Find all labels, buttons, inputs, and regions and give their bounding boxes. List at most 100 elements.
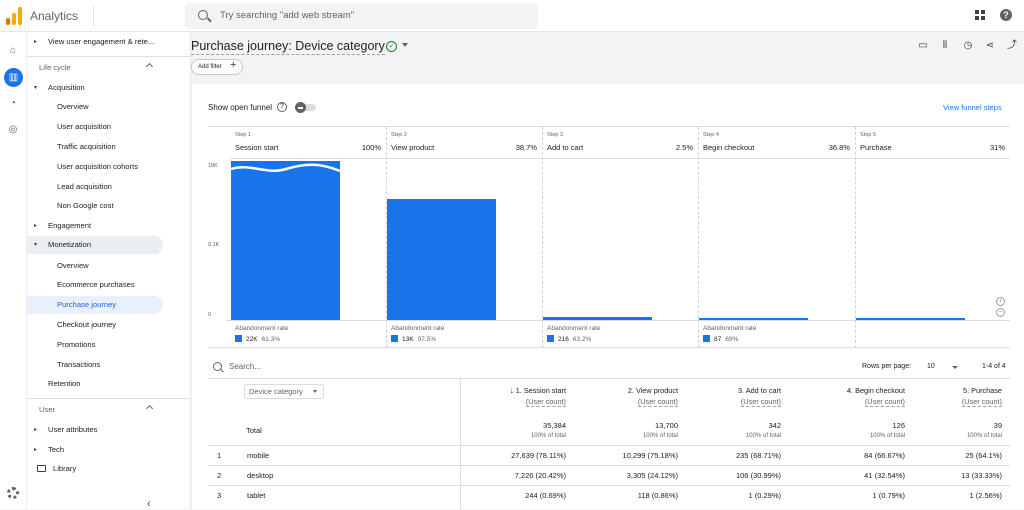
lifecycle-section-header[interactable]: Life cycle	[27, 58, 163, 78]
explore-icon[interactable]: ◔	[9, 98, 17, 109]
dimension-selector[interactable]: Device category	[244, 384, 324, 399]
metric-header-5[interactable]: 5. Purchase (User count)	[961, 386, 1002, 407]
expand-arrow-icon: ▸	[34, 223, 38, 229]
metric-header-2[interactable]: 2. View product (User count)	[628, 386, 678, 407]
sidebar-item-transactions[interactable]: Transactions	[27, 356, 163, 374]
sidebar-item-non-google-cost[interactable]: Non Google cost	[27, 197, 163, 215]
funnel-bar[interactable]	[543, 316, 652, 320]
user-section-header[interactable]: User	[27, 400, 163, 420]
table-row[interactable]: 1 mobile 27,639 (78.11%) 10,299 (75.18%) 235…	[208, 445, 1010, 465]
funnel-bar[interactable]	[387, 198, 496, 320]
sidebar-item-user-attributes[interactable]: ▸ User attributes	[27, 421, 163, 439]
rows-per-page-select[interactable]: 10	[927, 363, 935, 370]
view-funnel-steps-link[interactable]: View funnel steps	[943, 103, 1002, 112]
row-cell: 27,639 (78.11%)	[511, 451, 566, 460]
sidebar-item-label: User acquisition cohorts	[57, 162, 139, 171]
sidebar-item-tech[interactable]: ▸ Tech	[27, 441, 163, 459]
step-percent: 2.5%	[675, 143, 693, 152]
help-circle-icon[interactable]: ?	[277, 102, 287, 112]
sidebar-item-label: Non Google cost	[57, 201, 114, 210]
funnel-step-2[interactable]: Step 2 View product 38.7% Abandonment rate 1…	[386, 127, 542, 348]
title-dropdown-caret-icon[interactable]	[402, 43, 408, 47]
metric-subheader: (User count)	[961, 397, 1002, 407]
sidebar-item-retention[interactable]: Retention	[27, 375, 163, 393]
sidebar-item-label: Overview	[57, 102, 89, 111]
row-cell: 106 (30.99%)	[735, 471, 781, 480]
global-search-box[interactable]: Try searching "add web stream"	[185, 3, 538, 29]
sidebar-item-purchase-journey[interactable]: Purchase journey	[27, 296, 163, 314]
sidebar-item-acquisition[interactable]: ▾ Acquisition	[27, 79, 163, 97]
sidebar-item-monetization[interactable]: ▾ Monetization	[27, 236, 163, 254]
search-placeholder[interactable]: Try searching "add web stream"	[220, 10, 355, 21]
zoom-in-icon[interactable]: +	[996, 297, 1005, 306]
abandonment-values: 13K 97.5%	[391, 335, 436, 343]
step-separator	[386, 127, 387, 348]
sidebar-item-user-engagement[interactable]: ▸ View user engagement & rete...	[27, 33, 163, 51]
row-cell: 41 (32.54%)	[864, 471, 905, 480]
home-icon[interactable]: ⌂	[9, 45, 17, 56]
sidebar-item-promotions[interactable]: Promotions	[27, 336, 163, 354]
sidebar-divider	[27, 56, 191, 57]
plus-icon: +	[230, 59, 237, 71]
apps-grid-icon[interactable]	[975, 10, 985, 20]
total-value: 35,384 100% of total	[531, 421, 566, 439]
help-icon[interactable]: ?	[1000, 9, 1012, 21]
trend-icon[interactable]: ⤴	[1007, 40, 1017, 51]
sidebar-item-traffic-acquisition[interactable]: Traffic acquisition	[27, 138, 163, 156]
collapse-sidebar-icon[interactable]: ‹	[147, 498, 151, 510]
table-row[interactable]: 2 desktop 7,226 (20.42%) 3,305 (24.12%) 106 …	[208, 465, 1010, 485]
metric-header-4[interactable]: 4. Begin checkout (User count)	[847, 386, 905, 407]
insights-icon[interactable]: ◷	[963, 40, 973, 51]
sidebar-item-ecommerce-purchases[interactable]: Ecommerce purchases	[27, 276, 163, 294]
step-header-rule	[855, 158, 1010, 159]
funnel-step-3[interactable]: Step 3 Add to cart 2.5% Abandonment rate 216…	[542, 127, 698, 348]
funnel-bar[interactable]	[856, 318, 965, 320]
table-row[interactable]: 3 tablet 244 (0.69%) 118 (0.86%) 1 (0.29%) 1 …	[208, 485, 1010, 505]
funnel-step-4[interactable]: Step 4 Begin checkout 36.8% Abandonment rat…	[698, 127, 855, 348]
table-search-input[interactable]: Search...	[229, 362, 262, 371]
step-percent: 38.7%	[515, 143, 537, 152]
analytics-logo-icon[interactable]	[6, 7, 22, 25]
sidebar-item-acquisition-cohorts[interactable]: User acquisition cohorts	[27, 158, 163, 176]
abandon-rate: 97.5%	[417, 336, 437, 343]
compare-icon[interactable]: ⫴	[942, 40, 948, 51]
row-cell: 13 (33.33%)	[961, 471, 1002, 480]
pagination-range: 1-4 of 4	[982, 363, 1006, 370]
sidebar-item-library[interactable]: Library	[27, 460, 163, 478]
zoom-out-icon[interactable]: −	[996, 308, 1005, 317]
reports-icon[interactable]: ▥	[4, 68, 23, 87]
edit-report-icon[interactable]: ▭	[918, 40, 928, 51]
sort-down-arrow-icon[interactable]: ↓	[509, 386, 514, 395]
reports-sidebar: ▸ View user engagement & rete... Life cy…	[27, 32, 191, 510]
sidebar-item-mon-overview[interactable]: Overview	[27, 257, 163, 275]
metric-header-label: 5. Purchase	[963, 386, 1002, 395]
sidebar-item-lead-acquisition[interactable]: Lead acquisition	[27, 178, 163, 196]
collapse-arrow-icon: ▾	[34, 85, 38, 91]
funnel-bar[interactable]	[699, 318, 808, 320]
metric-header-3[interactable]: 3. Add to cart (User count)	[738, 386, 781, 407]
funnel-chart: 18K 9.1K 0 Step 1 Session start 100% Abando…	[208, 126, 1010, 348]
advertising-icon[interactable]: ◎	[8, 124, 18, 135]
settings-gear-icon[interactable]	[7, 487, 19, 499]
sidebar-item-engagement[interactable]: ▸ Engagement	[27, 217, 163, 235]
add-filter-button[interactable]: Add filter +	[191, 59, 243, 75]
funnel-bar[interactable]	[231, 161, 340, 320]
metric-header-1[interactable]: ↓ 1. Session start (User count)	[510, 386, 566, 407]
sidebar-item-acq-overview[interactable]: Overview	[27, 98, 163, 116]
app-title: Analytics	[30, 9, 79, 23]
row-cell: 10,299 (75.18%)	[622, 451, 678, 460]
rows-per-page-caret-icon[interactable]	[952, 366, 958, 369]
metric-subheader: (User count)	[637, 397, 678, 407]
page-title[interactable]: Purchase journey: Device category	[191, 39, 385, 55]
sidebar-item-label: User acquisition	[57, 122, 112, 131]
open-funnel-toggle[interactable]	[295, 102, 316, 113]
funnel-step-1[interactable]: Step 1 Session start 100% Abandonment rate 2…	[208, 127, 386, 348]
sidebar-item-checkout-journey[interactable]: Checkout journey	[27, 316, 163, 334]
step-header-rule	[542, 158, 698, 159]
metric-subheader: (User count)	[864, 397, 905, 407]
row-dimension: desktop	[247, 471, 274, 480]
funnel-step-5[interactable]: Step 5 Purchase 31%	[855, 127, 1010, 348]
sidebar-item-label: Acquisition	[48, 83, 85, 92]
sidebar-item-user-acquisition[interactable]: User acquisition	[27, 118, 163, 136]
share-icon[interactable]: ⋖	[985, 40, 995, 51]
